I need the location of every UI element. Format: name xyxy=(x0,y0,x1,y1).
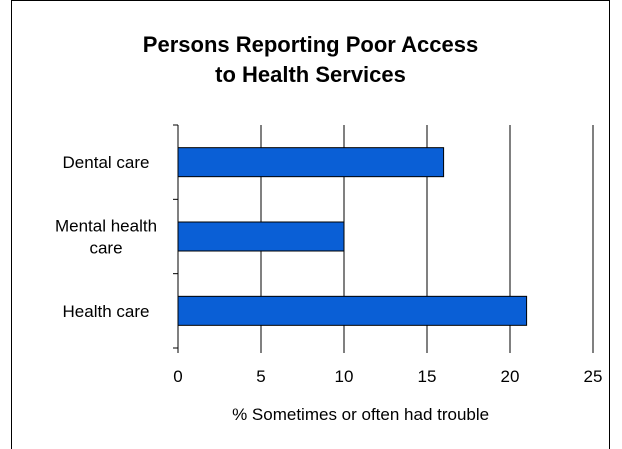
chart-title: Persons Reporting Poor Access to Health … xyxy=(11,30,610,90)
category-label-2-line-0: Health care xyxy=(63,302,150,321)
labels: 0 5 10 15 20 25 Dental care Mental health care He… xyxy=(55,153,603,424)
bar-1 xyxy=(177,221,345,252)
category-label-1-line-1: care xyxy=(89,239,122,258)
axes xyxy=(173,124,594,353)
category-label-1-line-0: Mental health xyxy=(55,217,157,236)
bar-0 xyxy=(177,147,445,178)
chart-title-line-2: to Health Services xyxy=(215,62,406,87)
chart-title-line-1: Persons Reporting Poor Access xyxy=(142,32,479,57)
bars xyxy=(177,147,528,326)
x-axis-title: % Sometimes or often had trouble xyxy=(232,405,489,424)
category-label-1: Mental health care xyxy=(55,217,157,258)
category-label-0-line-0: Dental care xyxy=(63,153,150,172)
x-tick-label-10: 10 xyxy=(335,367,354,386)
x-tick-label-5: 5 xyxy=(256,367,265,386)
category-label-2: Health care xyxy=(63,302,150,321)
x-tick-label-20: 20 xyxy=(501,367,520,386)
x-tick-label-25: 25 xyxy=(584,367,603,386)
bar-2 xyxy=(177,295,528,326)
x-tick-label-0: 0 xyxy=(173,367,182,386)
category-label-0: Dental care xyxy=(63,153,150,172)
x-tick-label-15: 15 xyxy=(418,367,437,386)
